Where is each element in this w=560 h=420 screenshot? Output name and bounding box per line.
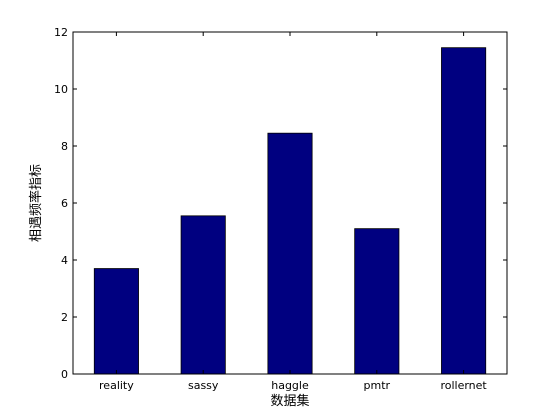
y-tick-label: 10	[54, 83, 68, 96]
y-axis-title: 相遇频率指标	[28, 164, 44, 242]
y-tick-label: 8	[61, 140, 68, 153]
x-axis-title: 数据集	[270, 393, 309, 409]
y-tick-label: 0	[61, 368, 68, 381]
bar-sassy	[180, 215, 226, 375]
y-tick-label: 6	[61, 197, 68, 210]
y-tick-label: 4	[61, 254, 68, 267]
bars-layer	[93, 47, 487, 375]
x-ticks-layer: reality sassy haggle pmtr rollernet	[99, 32, 487, 392]
x-tick-label: pmtr	[364, 379, 391, 392]
x-tick-label: haggle	[271, 379, 309, 392]
bar-rollernet	[441, 47, 487, 375]
y-ticks-layer: 0 2 4 6 8 10 12	[54, 26, 507, 381]
y-tick-label: 12	[54, 26, 68, 39]
bar-pmtr	[354, 228, 400, 375]
bar-haggle	[267, 132, 313, 375]
x-tick-label: reality	[99, 379, 134, 392]
bar-reality	[93, 268, 139, 375]
x-tick-label: rollernet	[440, 379, 487, 392]
x-tick-label: sassy	[188, 379, 219, 392]
y-tick-label: 2	[61, 311, 68, 324]
